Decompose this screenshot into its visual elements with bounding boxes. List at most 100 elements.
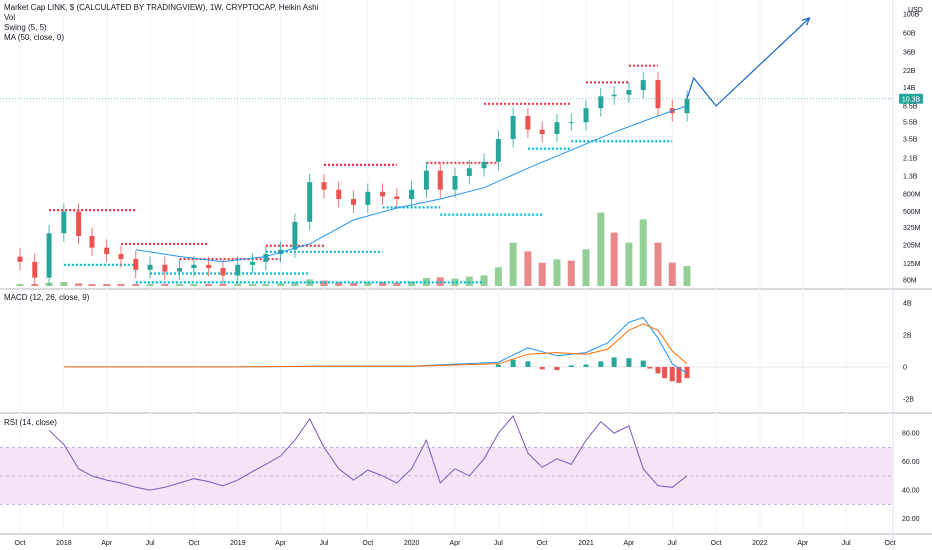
volume-bar bbox=[625, 242, 633, 286]
macd-histogram-bar bbox=[598, 361, 604, 367]
candle-body bbox=[162, 264, 168, 272]
macd-histogram-bar bbox=[568, 365, 574, 367]
macd-axis-tick-label: 2B bbox=[903, 333, 912, 340]
macd-histogram-bar bbox=[539, 366, 545, 370]
rsi-axis-tick-label: 80.00 bbox=[902, 431, 920, 438]
candle-body bbox=[365, 191, 371, 205]
candle-body bbox=[394, 196, 400, 200]
price-axis-tick-label: 325M bbox=[903, 225, 921, 232]
candle-body bbox=[336, 189, 342, 200]
price-axis-tick-label: 1.3B bbox=[903, 173, 918, 180]
volume-bar bbox=[567, 260, 575, 286]
candle-body bbox=[118, 254, 124, 260]
volume-bar bbox=[538, 262, 546, 286]
price-axis-tick-label: 22B bbox=[903, 68, 916, 75]
volume-bar bbox=[219, 284, 227, 286]
time-axis-tick-label: Apr bbox=[623, 540, 635, 547]
volume-bar bbox=[132, 284, 140, 286]
price-axis-tick-label: 2.1B bbox=[903, 156, 918, 163]
volume-bar bbox=[277, 283, 285, 286]
volume-bar bbox=[610, 232, 618, 286]
candle-body bbox=[510, 115, 516, 140]
volume-bar bbox=[291, 282, 299, 286]
macd-histogram-bar bbox=[676, 366, 682, 383]
volume-panel bbox=[16, 212, 691, 286]
candle-body bbox=[17, 256, 23, 262]
projection-arrow-head bbox=[801, 16, 811, 26]
candle-body bbox=[611, 94, 617, 97]
volume-bar bbox=[393, 282, 401, 286]
time-axis-tick-label: Apr bbox=[101, 540, 113, 547]
volume-bar bbox=[16, 284, 24, 286]
candle-body bbox=[380, 191, 386, 197]
last-value-tag bbox=[899, 93, 923, 104]
macd-histogram-bar bbox=[611, 357, 617, 367]
legend-ma[interactable]: MA (50, close, 0) bbox=[4, 33, 65, 42]
candle-body bbox=[263, 254, 269, 262]
macd-histogram-bar bbox=[525, 361, 531, 367]
price-axis-tick-label: 5.5B bbox=[903, 120, 918, 127]
legend-macd[interactable]: MACD (12, 26, close, 9) bbox=[4, 293, 90, 302]
volume-bar bbox=[103, 284, 111, 286]
volume-bar bbox=[205, 284, 213, 286]
macd-histogram-bar bbox=[662, 366, 668, 379]
volume-bar bbox=[451, 278, 459, 286]
price-axis-tick-label: 36B bbox=[903, 50, 916, 57]
volume-bar bbox=[683, 266, 691, 286]
candle-body bbox=[89, 235, 95, 248]
price-axis-tick-label: 125M bbox=[903, 261, 921, 268]
volume-bar bbox=[422, 278, 430, 286]
volume-bar bbox=[668, 262, 676, 286]
candle-body bbox=[206, 264, 212, 269]
macd-histogram-bar bbox=[583, 364, 589, 367]
price-axis-tick-label: 14B bbox=[903, 85, 916, 92]
volume-bar bbox=[234, 284, 242, 286]
volume-bar bbox=[480, 275, 488, 286]
candle-body bbox=[423, 170, 429, 190]
volume-bar bbox=[379, 282, 387, 286]
price-axis-tick-label: 800M bbox=[903, 192, 921, 199]
macd-histogram-bar bbox=[495, 364, 501, 367]
candle-body bbox=[481, 161, 487, 169]
volume-bar bbox=[190, 284, 198, 286]
macd-axis-tick-label: 4B bbox=[903, 301, 912, 308]
macd-histogram-bar bbox=[669, 366, 675, 382]
candle-body bbox=[640, 80, 646, 91]
time-axis-tick-label: Jul bbox=[146, 540, 155, 547]
candle-body bbox=[525, 115, 531, 130]
candle-body bbox=[495, 139, 501, 162]
candle-body bbox=[307, 182, 313, 222]
candle-body bbox=[351, 199, 357, 205]
price-axis-tick-label: 3.5B bbox=[903, 137, 918, 144]
time-axis-tick-label: Jul bbox=[494, 540, 503, 547]
candle-body bbox=[46, 233, 52, 278]
last-value-tag-label: 10.3B bbox=[902, 96, 921, 103]
price-axis-tick-label: 100B bbox=[903, 12, 920, 19]
price-axis-currency: USD bbox=[908, 7, 923, 14]
volume-bar bbox=[639, 219, 647, 286]
chart-title: Market Cap LINK, $ (CALCULATED BY TRADIN… bbox=[4, 3, 319, 12]
rsi-axis-tick-label: 60.00 bbox=[902, 459, 920, 466]
candle-body bbox=[655, 80, 661, 109]
time-axis-tick-label: 2020 bbox=[404, 540, 420, 547]
candle-body bbox=[321, 182, 327, 190]
candle-body bbox=[191, 264, 197, 269]
macd-panel bbox=[63, 316, 890, 383]
candle-body bbox=[583, 108, 589, 123]
volume-bar bbox=[161, 284, 169, 286]
volume-bar bbox=[408, 281, 416, 286]
candle-body bbox=[452, 175, 458, 190]
volume-bar bbox=[249, 284, 257, 286]
time-axis-tick-label: Oct bbox=[711, 540, 722, 547]
projection-path bbox=[686, 16, 811, 107]
legend-vol[interactable]: Vol bbox=[4, 13, 16, 22]
candle-body bbox=[61, 211, 67, 234]
candle-body bbox=[104, 247, 110, 255]
signal-line bbox=[63, 323, 688, 368]
time-axis-tick-label: 2021 bbox=[578, 540, 594, 547]
legend-swing[interactable]: Swing (5, 5) bbox=[4, 23, 47, 32]
legend-rsi[interactable]: RSI (14, close) bbox=[4, 418, 57, 427]
macd-histogram-bar bbox=[626, 358, 632, 367]
